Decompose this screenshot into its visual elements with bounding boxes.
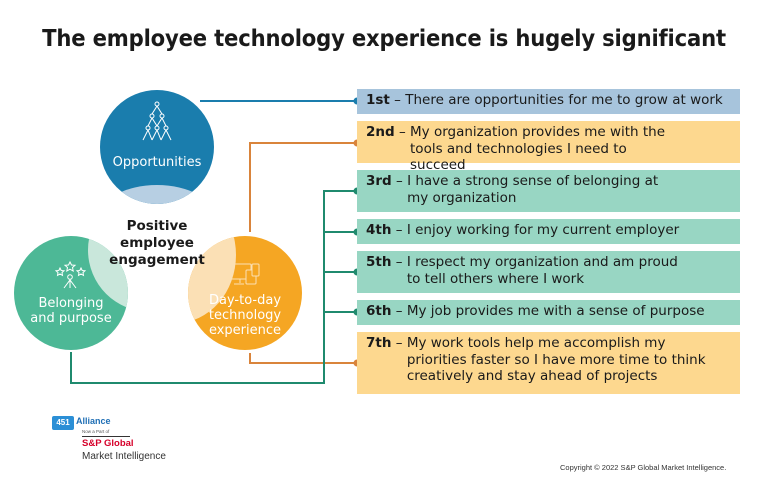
rank-text: There are opportunities for me to grow a…: [405, 92, 723, 108]
rank-dash: –: [391, 254, 407, 270]
center-label-line3: engagement: [109, 252, 205, 268]
rank-text: My work tools help me accomplish my prio…: [406, 335, 706, 384]
center-label-line2: employee: [120, 235, 194, 251]
rank-dash: –: [391, 173, 408, 189]
logo-badge: 451: [52, 416, 74, 430]
technology-label: Day-to-day technology experience: [188, 293, 302, 338]
rank-dash: –: [391, 222, 407, 238]
ranking-item-7: 7th – My work tools help me accomplish m…: [357, 332, 740, 394]
technology-label-line2: technology: [208, 308, 282, 323]
logo-market-intelligence: Market Intelligence: [82, 451, 166, 462]
rank-label: 1st: [366, 92, 390, 108]
rank-dash: –: [391, 335, 407, 351]
page-title: The employee technology experience is hu…: [42, 26, 726, 52]
technology-label-line3: experience: [208, 323, 282, 338]
connector-technology: [249, 142, 357, 364]
center-label-line1: Positive: [126, 218, 188, 234]
rank-label: 2nd: [366, 124, 395, 140]
belonging-circle: [14, 236, 128, 350]
opportunities-label: Opportunities: [112, 155, 202, 170]
rank-text: I enjoy working for my current employer: [406, 222, 680, 238]
rank-dash: –: [391, 303, 407, 319]
devices-icon: [228, 263, 260, 285]
rank-text: I respect my organization and am proud t…: [406, 254, 678, 287]
ranking-item-1: 1st – There are opportunities for me to …: [357, 89, 740, 114]
ranking-item-5: 5th – I respect my organization and am p…: [357, 251, 740, 293]
rank-text: My job provides me with a sense of purpo…: [406, 303, 705, 319]
org-chart-icon: [142, 101, 172, 141]
ranking-item-6: 6th – My job provides me with a sense of…: [357, 300, 740, 325]
center-label: Positive employee engagement: [107, 218, 207, 269]
rank-label: 7th: [366, 335, 392, 351]
technology-label-line1: Day-to-day: [208, 293, 282, 308]
belonging-label: Belonging and purpose: [14, 296, 128, 326]
logo-alliance: Alliance: [76, 416, 111, 426]
belonging-label-line2: and purpose: [30, 311, 112, 326]
connector-belonging: [70, 190, 357, 384]
ranking-item-4: 4th – I enjoy working for my current emp…: [357, 219, 740, 244]
rank-text: My organization provides me with the too…: [410, 124, 666, 173]
rank-label: 5th: [366, 254, 392, 270]
ranking-item-2: 2nd – My organization provides me with t…: [357, 121, 740, 173]
logo-divider: [82, 436, 130, 437]
belonging-label-line1: Belonging: [38, 296, 104, 311]
logo-now-part: Now a Part of: [82, 429, 110, 434]
company-logo: 451 Alliance Now a Part of S&P Global Ma…: [52, 414, 192, 474]
stars-person-icon: [54, 260, 87, 289]
ranking-item-3: 3rd – I have a strong sense of belonging…: [357, 170, 740, 212]
rank-dash: –: [394, 124, 411, 140]
rank-label: 4th: [366, 222, 392, 238]
rank-label: 3rd: [366, 173, 392, 189]
logo-spg: S&P Global: [82, 438, 134, 449]
rank-text: I have a strong sense of belonging at my…: [407, 173, 659, 206]
copyright: Copyright © 2022 S&P Global Market Intel…: [560, 463, 727, 472]
technology-circle: [188, 236, 302, 350]
rank-dash: –: [389, 92, 406, 108]
rank-label: 6th: [366, 303, 392, 319]
